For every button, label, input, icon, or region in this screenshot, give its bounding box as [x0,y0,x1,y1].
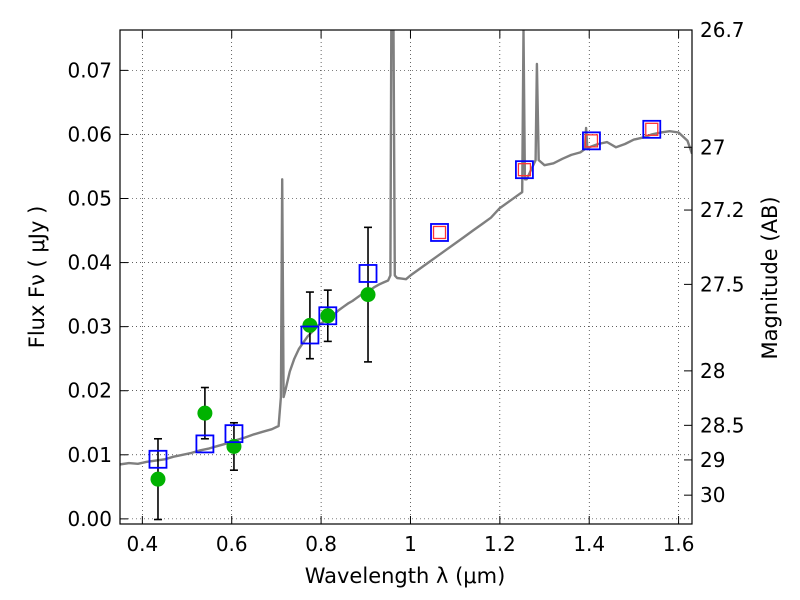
axis-ticks: 0.4 0.6 0.8 1 1.2 1.4 1.6 0.00 0.01 0.02 0.03 0.04 0… [67,18,744,556]
mag-tick-label: 28 [700,359,725,383]
predicted-square-marker [584,134,599,148]
mag-tick-label: 27.5 [700,272,745,296]
y-axis-label-right: Magnitude (AB) [758,196,782,359]
y-tick-label: 0.07 [67,58,112,82]
observed-point [150,471,166,487]
x-tick-label: 1 [404,532,417,556]
observed-point [226,438,242,454]
observed-point [360,287,376,303]
y-tick-label: 0.04 [67,251,112,275]
x-tick-label: 0.8 [305,532,337,556]
model-square-marker [582,131,601,151]
x-tick-label: 1.2 [484,532,516,556]
plot-frame [119,29,693,525]
mag-tick-label: 27 [700,135,725,159]
model-square-marker [224,424,244,444]
x-tick-label: 0.6 [216,532,248,556]
predicted-square-marker [432,225,447,240]
model-square-marker [318,306,338,326]
predicted-square-marker [517,163,532,177]
mag-tick-label: 30 [700,483,725,507]
model-square-marker [300,325,320,345]
y-tick-label: 0.06 [67,122,112,146]
mag-tick-label: 29 [700,448,725,472]
model-square-marker [195,434,215,454]
model-square-marker [515,160,534,180]
y-axis-label-left-text: Flux Fν ( μJy ) [25,206,49,349]
model-square-marker [148,449,168,469]
mag-tick-label: 26.7 [700,18,745,42]
y-tick-label: 0.01 [67,443,112,467]
model-sed-line [120,30,692,466]
y-tick-label: 0.00 [67,507,112,531]
model-square-marker [358,264,378,283]
mag-tick-label: 28.5 [700,413,745,437]
x-tick-label: 1.6 [663,532,695,556]
y-tick-label: 0.03 [67,315,112,339]
observed-point [197,405,213,421]
y-tick-label: 0.05 [67,187,112,211]
mag-tick-label: 27.2 [700,198,745,222]
x-axis-label-text: Wavelength λ (μm) [305,564,506,588]
x-tick-label: 1.4 [573,532,605,556]
x-tick-label: 0.4 [126,532,158,556]
y-axis-label-right-text: Magnitude (AB) [758,196,782,359]
observed-point [302,317,318,333]
observed-point [320,308,336,324]
x-axis-label: Wavelength λ (μm) [305,564,506,588]
y-axis-label-left: Flux Fν ( μJy ) [25,206,49,349]
y-tick-label: 0.02 [67,379,112,403]
model-square-marker [430,223,449,242]
predicted-square-marker [645,122,659,136]
model-square-marker [642,119,662,139]
plot-area [120,30,692,521]
